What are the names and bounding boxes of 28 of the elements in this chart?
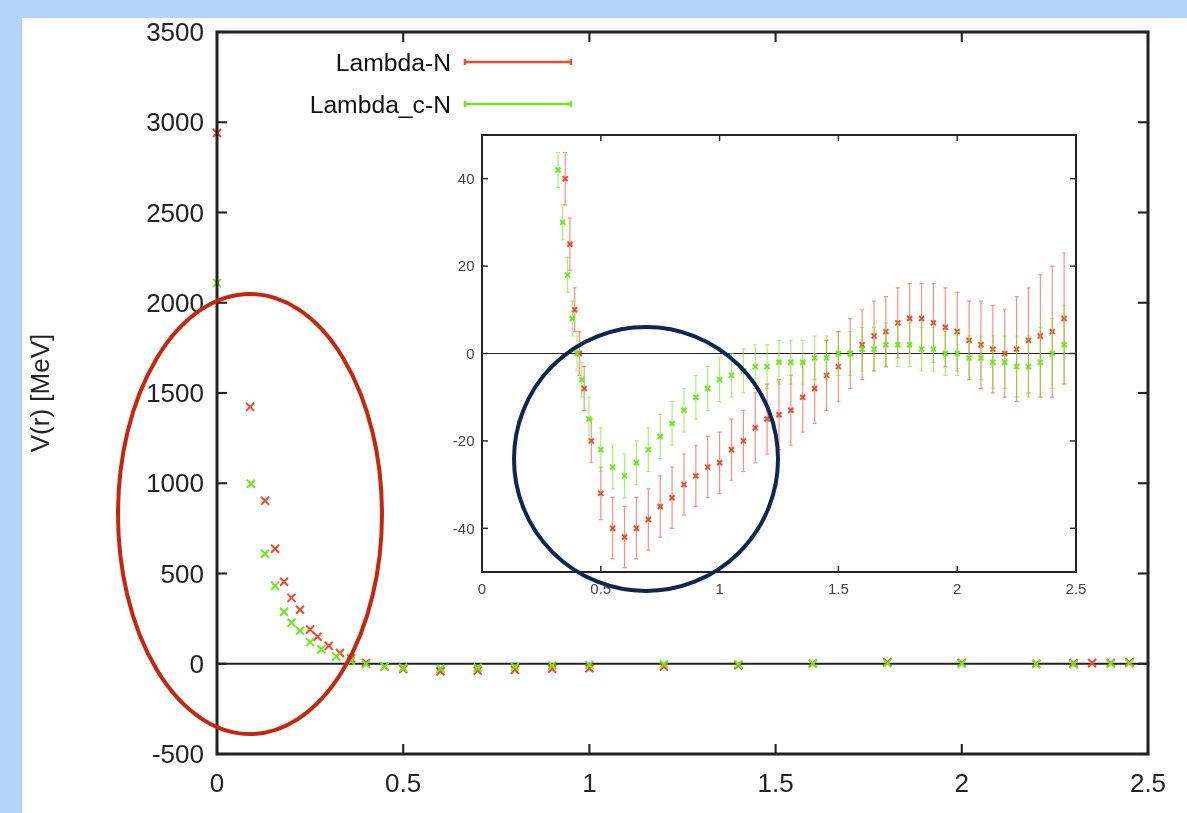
y-tick-label: 1500 xyxy=(146,378,204,409)
legend-label: Lambda_c-N xyxy=(309,90,451,118)
y-tick-label: -40 xyxy=(452,519,475,537)
x-tick-label: 1 xyxy=(715,579,724,597)
y-tick-label: 20 xyxy=(457,257,475,275)
y-tick-label: 2000 xyxy=(146,287,204,318)
y-tick-label: 0 xyxy=(466,344,475,362)
y-tick-label: 3000 xyxy=(146,107,204,138)
x-tick-label: 2.5 xyxy=(1129,767,1167,798)
y-tick-label: -500 xyxy=(151,739,204,770)
y-tick-label: 3500 xyxy=(146,17,204,48)
y-tick-label: 0 xyxy=(189,648,204,679)
x-tick-label: 0 xyxy=(477,579,487,597)
legend-label: Lambda-N xyxy=(335,48,451,76)
y-tick-label: 1000 xyxy=(146,468,204,499)
y-axis-title: V(r) [MeV] xyxy=(25,333,55,453)
x-tick-label: 2 xyxy=(954,767,970,798)
y-tick-label: 2500 xyxy=(146,197,204,228)
y-tick-label: 500 xyxy=(160,558,204,589)
x-tick-label: 0.5 xyxy=(385,767,422,798)
x-tick-label: 2 xyxy=(953,579,962,597)
x-tick-label: 2.5 xyxy=(1065,579,1087,597)
y-tick-label: -20 xyxy=(452,432,475,450)
x-tick-label: 1 xyxy=(582,767,597,798)
x-tick-label: 1.5 xyxy=(757,767,794,798)
y-tick-label: 40 xyxy=(457,169,475,187)
x-tick-label: 1.5 xyxy=(827,579,849,597)
x-tick-label: 0 xyxy=(209,767,225,798)
